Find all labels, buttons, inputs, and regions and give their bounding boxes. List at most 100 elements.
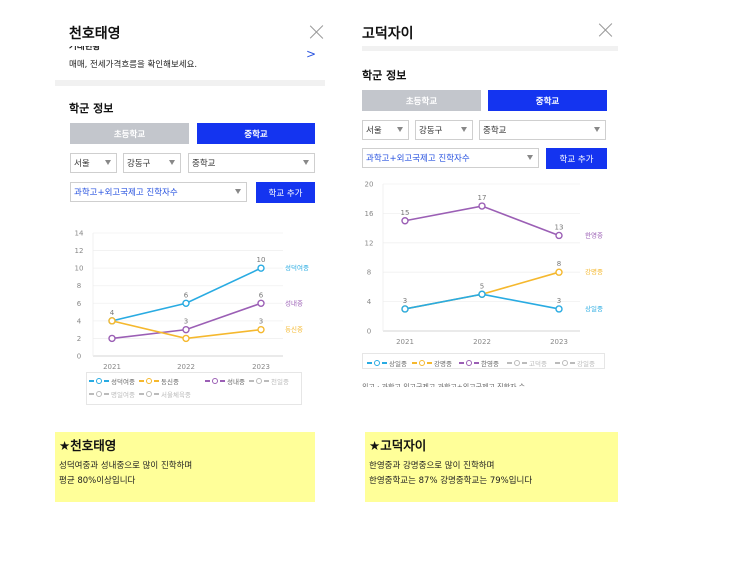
- note-right: ★고덕자이 한영중과 강명중으로 많이 진학하며 한영중학교는 87% 강명중학…: [365, 432, 618, 502]
- legend-item[interactable]: 천일중: [249, 376, 289, 386]
- district-select[interactable]: 강동구: [415, 120, 473, 140]
- legend-label: 동신중: [161, 378, 179, 386]
- city-select[interactable]: 서울: [362, 120, 409, 140]
- series-end-label: 강명중: [585, 267, 603, 276]
- school-level-value: 중학교: [483, 126, 507, 136]
- school-level-select[interactable]: 중학교: [188, 153, 315, 173]
- chevron-down-icon: [235, 189, 241, 194]
- legend-item[interactable]: 상일중: [367, 358, 407, 368]
- chevron-down-icon: [397, 127, 403, 132]
- tab-elementary[interactable]: 초등학교: [70, 123, 189, 144]
- data-point: [478, 202, 486, 210]
- y-tick-label: 8: [367, 269, 371, 277]
- add-school-button[interactable]: 학교 추가: [256, 182, 315, 203]
- data-point: [555, 305, 563, 313]
- chevron-down-icon: [105, 160, 111, 165]
- note-line: 한영중과 강명중으로 많이 진학하며: [369, 461, 495, 471]
- data-label: 3: [184, 318, 188, 326]
- chevron-down-icon: [169, 160, 175, 165]
- data-point: [182, 334, 190, 343]
- city-select[interactable]: 서울: [70, 153, 117, 173]
- x-tick-label: 2021: [396, 338, 414, 346]
- filter-value: 과학고+외고국제고 진학자수: [74, 188, 178, 198]
- data-point: [108, 317, 116, 325]
- x-tick-label: 2021: [103, 363, 121, 371]
- section-divider: [55, 80, 325, 86]
- data-point: [257, 264, 265, 272]
- legend-label: 고덕중: [529, 360, 547, 368]
- chevron-down-icon: [461, 127, 467, 132]
- school-level-select[interactable]: 중학교: [479, 120, 606, 140]
- series-end-label: 한영중: [585, 230, 603, 239]
- y-tick-label: 14: [75, 230, 84, 238]
- chevron-down-icon: [594, 127, 600, 132]
- tab-elementary[interactable]: 초등학교: [362, 90, 481, 111]
- data-label: 4: [110, 309, 115, 317]
- y-tick-label: 4: [77, 317, 82, 325]
- note-title: ★천호태영: [59, 438, 117, 453]
- data-point: [555, 268, 563, 276]
- section-title: 학군 정보: [69, 102, 114, 115]
- close-icon[interactable]: [598, 22, 614, 38]
- legend-label: 한영중: [481, 360, 499, 368]
- district-select-value: 강동구: [127, 159, 151, 169]
- legend-item[interactable]: 강명중: [412, 358, 452, 368]
- close-icon[interactable]: [309, 24, 325, 40]
- legend-item[interactable]: 고덕중: [507, 358, 547, 368]
- data-point: [257, 299, 265, 307]
- legend: [86, 372, 302, 405]
- legend-item[interactable]: 성내중: [205, 376, 245, 386]
- legend-label: 강일중: [577, 360, 595, 368]
- y-tick-label: 12: [75, 247, 84, 255]
- left-apartment-panel: 천호태영 거래현황 매매, 전세가격흐름을 확인해보세요. > 학군 정보 초등…: [55, 10, 327, 420]
- promo-heading: 거래현황: [69, 46, 101, 51]
- filter-value: 과학고+외고국제고 진학자수: [366, 154, 470, 164]
- y-tick-label: 12: [365, 239, 374, 247]
- series-end-label: 동신중: [285, 325, 303, 334]
- city-select-value: 서울: [74, 159, 90, 169]
- legend-label: 명일여중: [111, 391, 135, 399]
- data-point: [401, 217, 409, 225]
- legend-item[interactable]: 성덕여중: [89, 376, 135, 386]
- y-tick-label: 10: [75, 265, 84, 273]
- tab-middle[interactable]: 중학교: [488, 90, 607, 111]
- legend-item[interactable]: 동신중: [139, 376, 179, 386]
- legend-item[interactable]: 서울체육중: [139, 389, 191, 399]
- note-title: ★고덕자이: [369, 438, 427, 453]
- data-label: 15: [401, 209, 410, 217]
- legend-item[interactable]: 명일여중: [89, 389, 135, 399]
- legend-label: 성내중: [227, 378, 245, 386]
- data-label: 6: [184, 291, 189, 299]
- x-tick-label: 2022: [177, 363, 195, 371]
- filter-select[interactable]: 과학고+외고국제고 진학자수: [70, 182, 247, 202]
- data-point: [555, 231, 563, 240]
- legend: [362, 353, 605, 369]
- chevron-right-icon[interactable]: >: [306, 47, 317, 61]
- data-label: 13: [555, 223, 564, 231]
- data-point: [182, 299, 190, 307]
- legend-label: 서울체육중: [161, 391, 191, 399]
- add-school-button[interactable]: 학교 추가: [546, 148, 607, 169]
- city-select-value: 서울: [366, 126, 382, 136]
- legend-item[interactable]: 한영중: [459, 358, 499, 368]
- district-select-value: 강동구: [419, 126, 443, 136]
- filter-select[interactable]: 과학고+외고국제고 진학자수: [362, 148, 539, 168]
- school-level-value: 중학교: [192, 159, 216, 169]
- data-point: [401, 305, 409, 313]
- district-select[interactable]: 강동구: [123, 153, 181, 173]
- chevron-down-icon: [303, 160, 309, 165]
- right-apartment-panel: 고덕자이 학군 정보 초등학교 중학교 서울 강동구 중학교 과학고+외고국제고…: [355, 10, 620, 395]
- legend-item[interactable]: 강일중: [555, 358, 595, 368]
- note-line: 평균 80%이상입니다: [59, 476, 136, 486]
- chevron-down-icon: [527, 155, 533, 160]
- truncated-caption: 외고 · 과학고 외고국제고 과학고+외고국제고 진학자 수: [362, 383, 526, 387]
- series-end-label: 상일중: [585, 304, 603, 313]
- series-end-label: 성내중: [285, 298, 303, 307]
- tab-middle[interactable]: 중학교: [197, 123, 315, 144]
- data-label: 3: [259, 318, 263, 326]
- y-tick-label: 0: [367, 328, 371, 336]
- legend-label: 상일중: [389, 360, 407, 368]
- data-label: 6: [259, 291, 264, 299]
- data-label: 3: [403, 297, 407, 305]
